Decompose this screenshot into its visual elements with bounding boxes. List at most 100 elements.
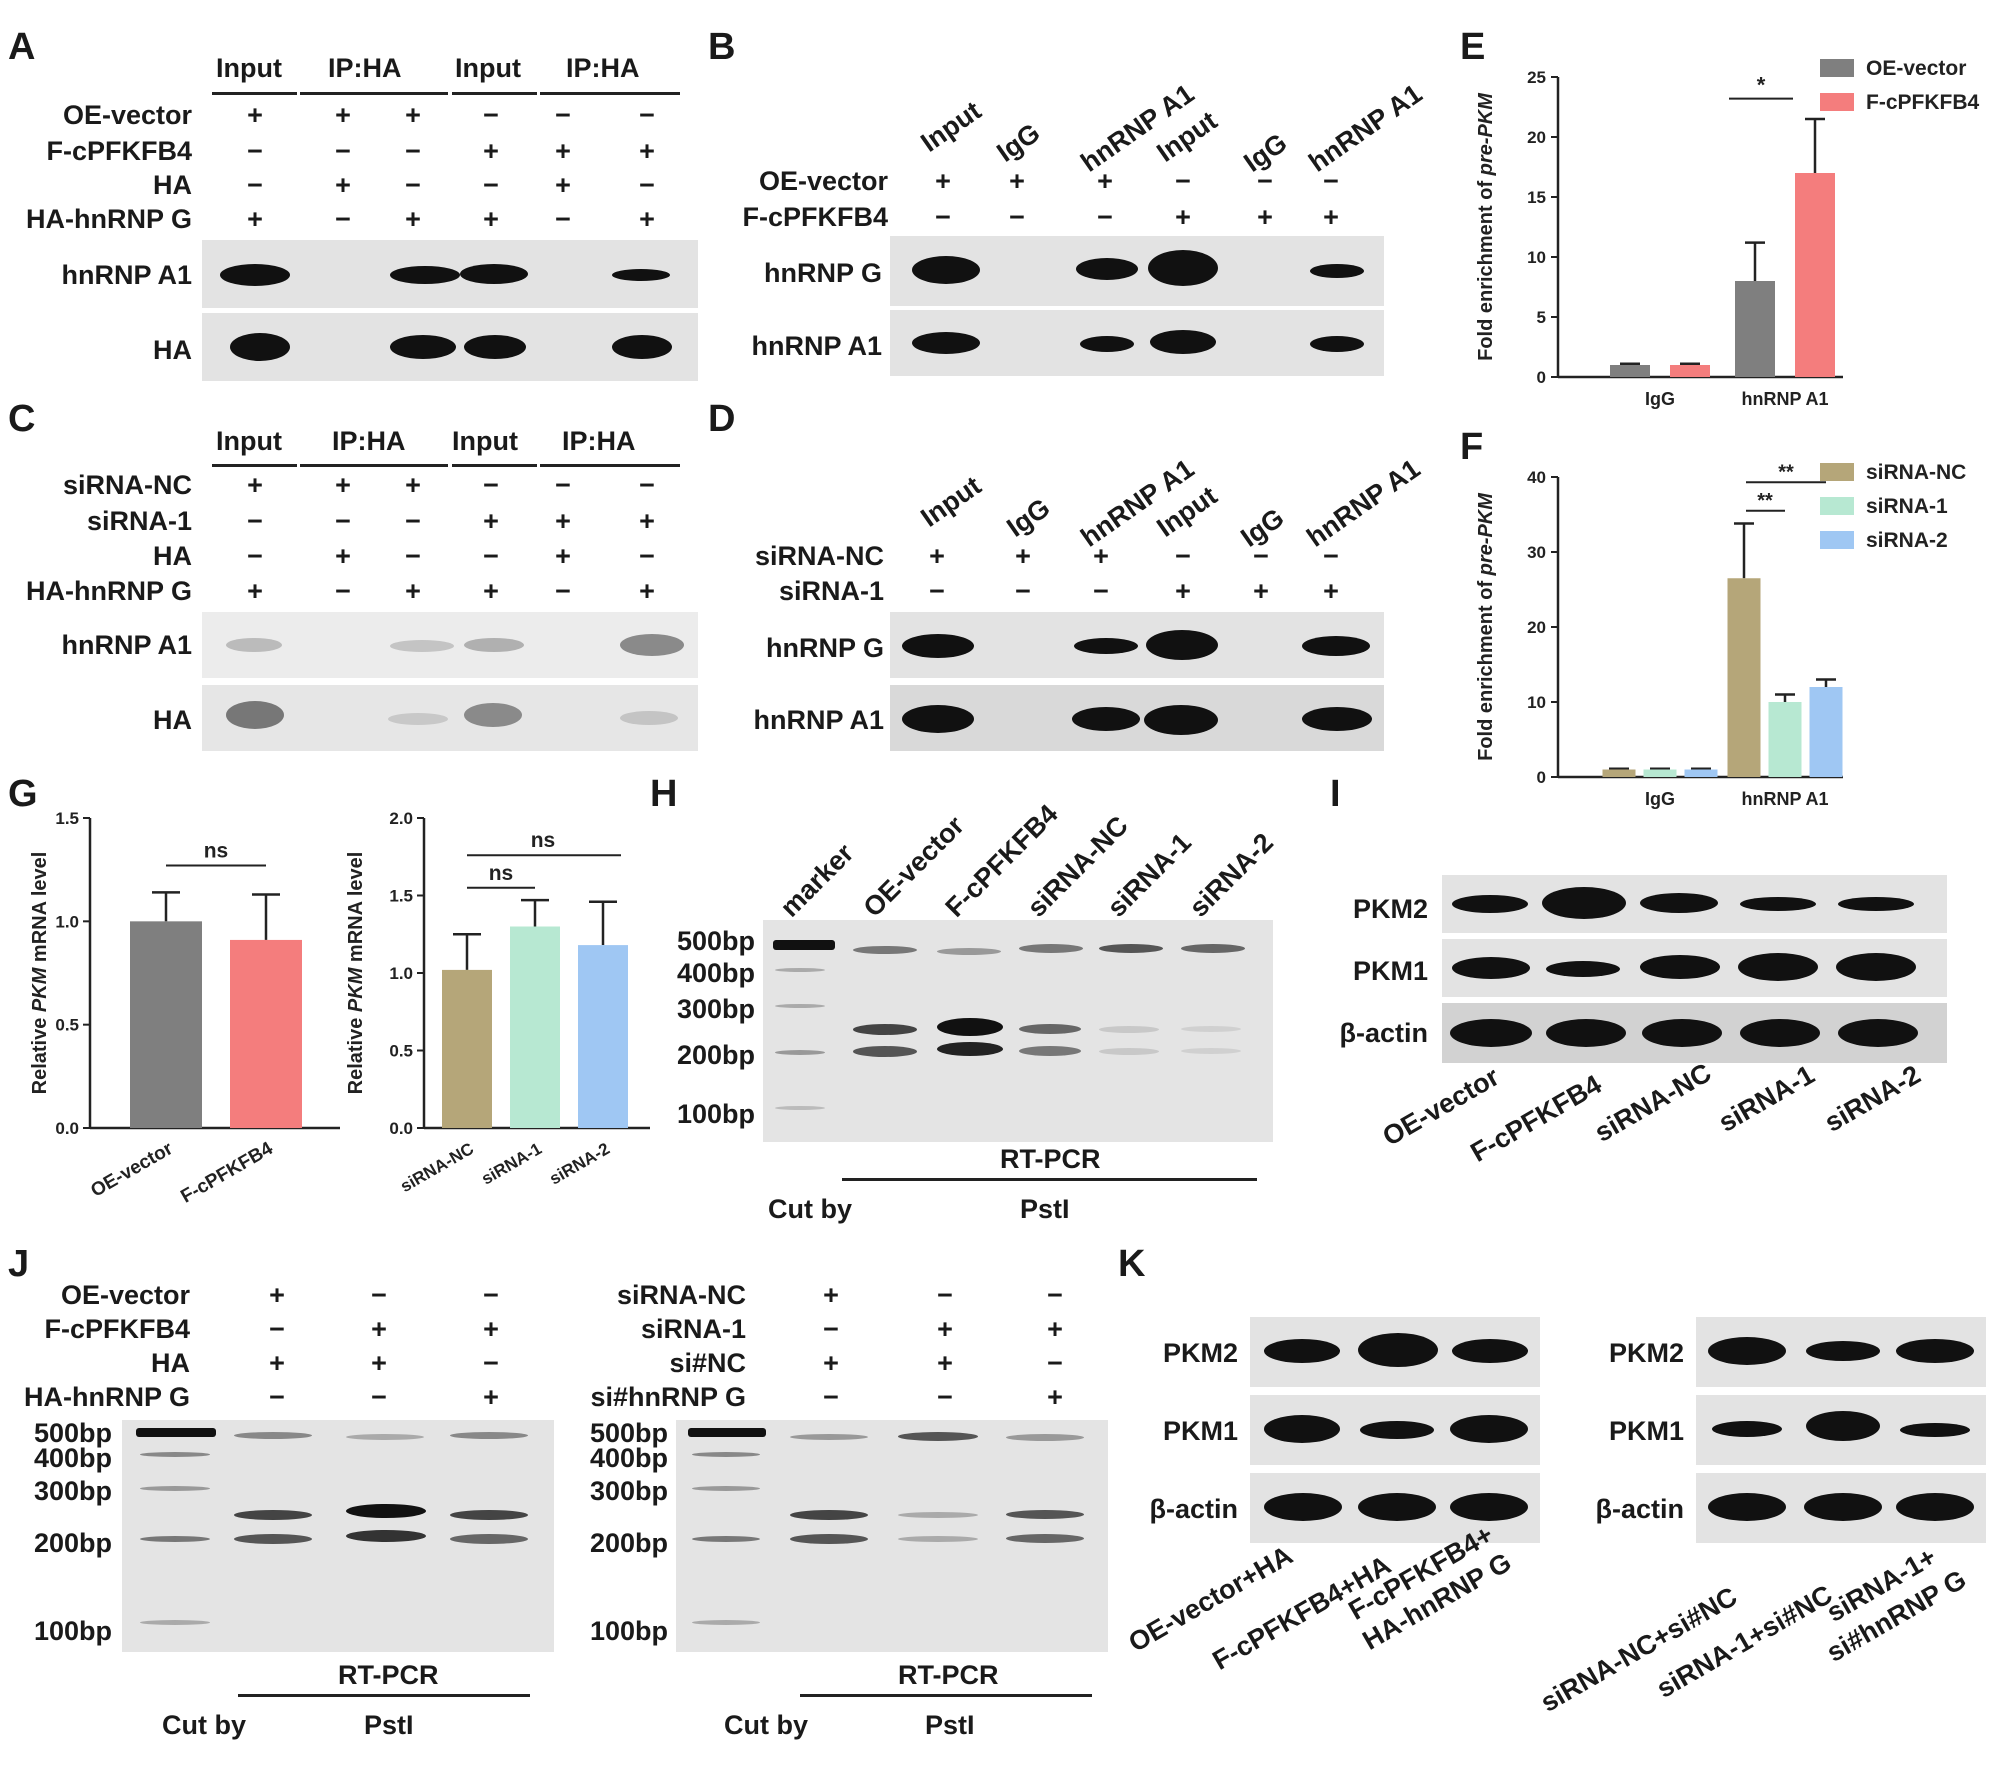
treatment-sign: + (1253, 576, 1269, 606)
band (902, 634, 974, 658)
treatment-sign: + (555, 136, 571, 166)
band (450, 1510, 528, 1520)
label-text: hnRNP G (763, 258, 882, 288)
band (1708, 1493, 1786, 1521)
treatment-sign: + (1257, 202, 1273, 232)
bar (1809, 687, 1843, 777)
band (775, 1004, 825, 1008)
group-divider (452, 92, 537, 95)
treatment-sign: − (1323, 166, 1339, 196)
col-input-2: Input (455, 53, 521, 83)
treatment-sign: − (405, 170, 421, 200)
blot-label-hnrnpa1: hnRNP A1 (61, 260, 192, 290)
y-tick-label: 10 (1527, 693, 1546, 712)
treatment-sign: − (247, 541, 263, 571)
bar (1735, 281, 1775, 377)
band (1006, 1510, 1084, 1519)
label-text: OE-vector (758, 166, 888, 196)
band (612, 269, 670, 281)
x-tick-label: siRNA-NC (397, 1139, 477, 1196)
band (1144, 705, 1218, 735)
label-text: si#NC (669, 1348, 746, 1378)
blot-d-hnrnpg (890, 612, 1384, 678)
band (1896, 1493, 1974, 1521)
label-text: hnRNP A1 (1303, 78, 1428, 178)
treatment-sign: + (937, 1348, 953, 1378)
label-text: hnRNP A1 (1301, 453, 1426, 553)
label-text: PKM1 (1162, 1416, 1238, 1446)
treatment-sign: − (335, 204, 351, 234)
sig-label: ns (531, 829, 556, 852)
label-text: PKM1 (1352, 956, 1428, 986)
treatment-sign: + (1047, 1314, 1063, 1344)
label-text: marker (774, 837, 860, 923)
band (1099, 1048, 1159, 1055)
band (140, 1486, 210, 1491)
label-text: IP:HA (332, 426, 406, 456)
y-axis-label: Relative PKM mRNA level (345, 852, 367, 1095)
chart-g-right: 0.0 0.5 1.0 1.5 2.0 Relative PKM mRNA level si… (345, 809, 650, 1196)
legend-label: siRNA-2 (1866, 529, 1948, 552)
treatment-sign: − (1015, 576, 1031, 606)
label-text: RT-PCR (338, 1660, 439, 1690)
label-text: Input (452, 426, 518, 456)
band (390, 335, 456, 359)
band (390, 266, 460, 284)
treatment-sign: + (1093, 541, 1109, 571)
label-text: Input (915, 470, 987, 533)
band (140, 1536, 210, 1542)
band (912, 256, 980, 284)
label-text: IgG (991, 117, 1046, 168)
band (136, 1428, 216, 1437)
label-text: PKM2 (1352, 894, 1428, 924)
blot-c-hnrnpa1 (202, 612, 698, 678)
label-text: OE-vector (60, 1280, 190, 1310)
treatment-sign: − (335, 136, 351, 166)
x-tick-label: hnRNP A1 (1741, 389, 1828, 409)
label-text: β-actin (1339, 1018, 1429, 1048)
blot-b-hnrnpa1 (890, 310, 1384, 376)
blot-a-hnrnpa1 (202, 240, 698, 308)
bar (230, 939, 302, 1128)
band (226, 638, 282, 652)
band (1452, 1339, 1528, 1363)
band (346, 1434, 424, 1440)
label-text: 100bp (676, 1099, 755, 1129)
band (230, 333, 290, 361)
band (1740, 1019, 1820, 1047)
sig-label: ns (204, 840, 229, 863)
x-tick-label: hnRNP A1 (1741, 789, 1828, 809)
treatment-sign: + (1015, 541, 1031, 571)
band (937, 1018, 1003, 1036)
y-tick-label: 20 (1527, 618, 1546, 637)
bar (442, 969, 492, 1128)
y-tick-label: 0.5 (389, 1042, 413, 1061)
treatment-sign: + (483, 576, 499, 606)
band (898, 1432, 978, 1441)
treatment-sign: − (639, 100, 655, 130)
treatment-sign: − (247, 170, 263, 200)
band (1452, 895, 1528, 913)
sig-label: ns (489, 862, 514, 885)
bar (1727, 578, 1761, 777)
y-tick-label: 5 (1537, 308, 1546, 327)
treatment-sign: + (405, 100, 421, 130)
legend-swatch (1820, 497, 1854, 515)
treatment-sign: + (405, 470, 421, 500)
label-text: 500bp (589, 1418, 668, 1448)
row-ha-hnrnpg: HA-hnRNP G (26, 204, 192, 234)
label-text: 100bp (589, 1616, 668, 1646)
band (1804, 1493, 1882, 1521)
y-tick-label: 0 (1537, 368, 1546, 387)
label-text: RT-PCR (898, 1660, 999, 1690)
band (1310, 264, 1364, 278)
legend-swatch (1820, 463, 1854, 481)
band (1806, 1411, 1880, 1441)
treatment-sign: + (483, 506, 499, 536)
treatment-sign: + (335, 170, 351, 200)
y-tick-label: 25 (1527, 68, 1546, 87)
label-text: siRNA-1 (1713, 1059, 1820, 1138)
treatment-sign: − (483, 1348, 499, 1378)
bar (1684, 769, 1718, 777)
band (853, 1046, 917, 1057)
